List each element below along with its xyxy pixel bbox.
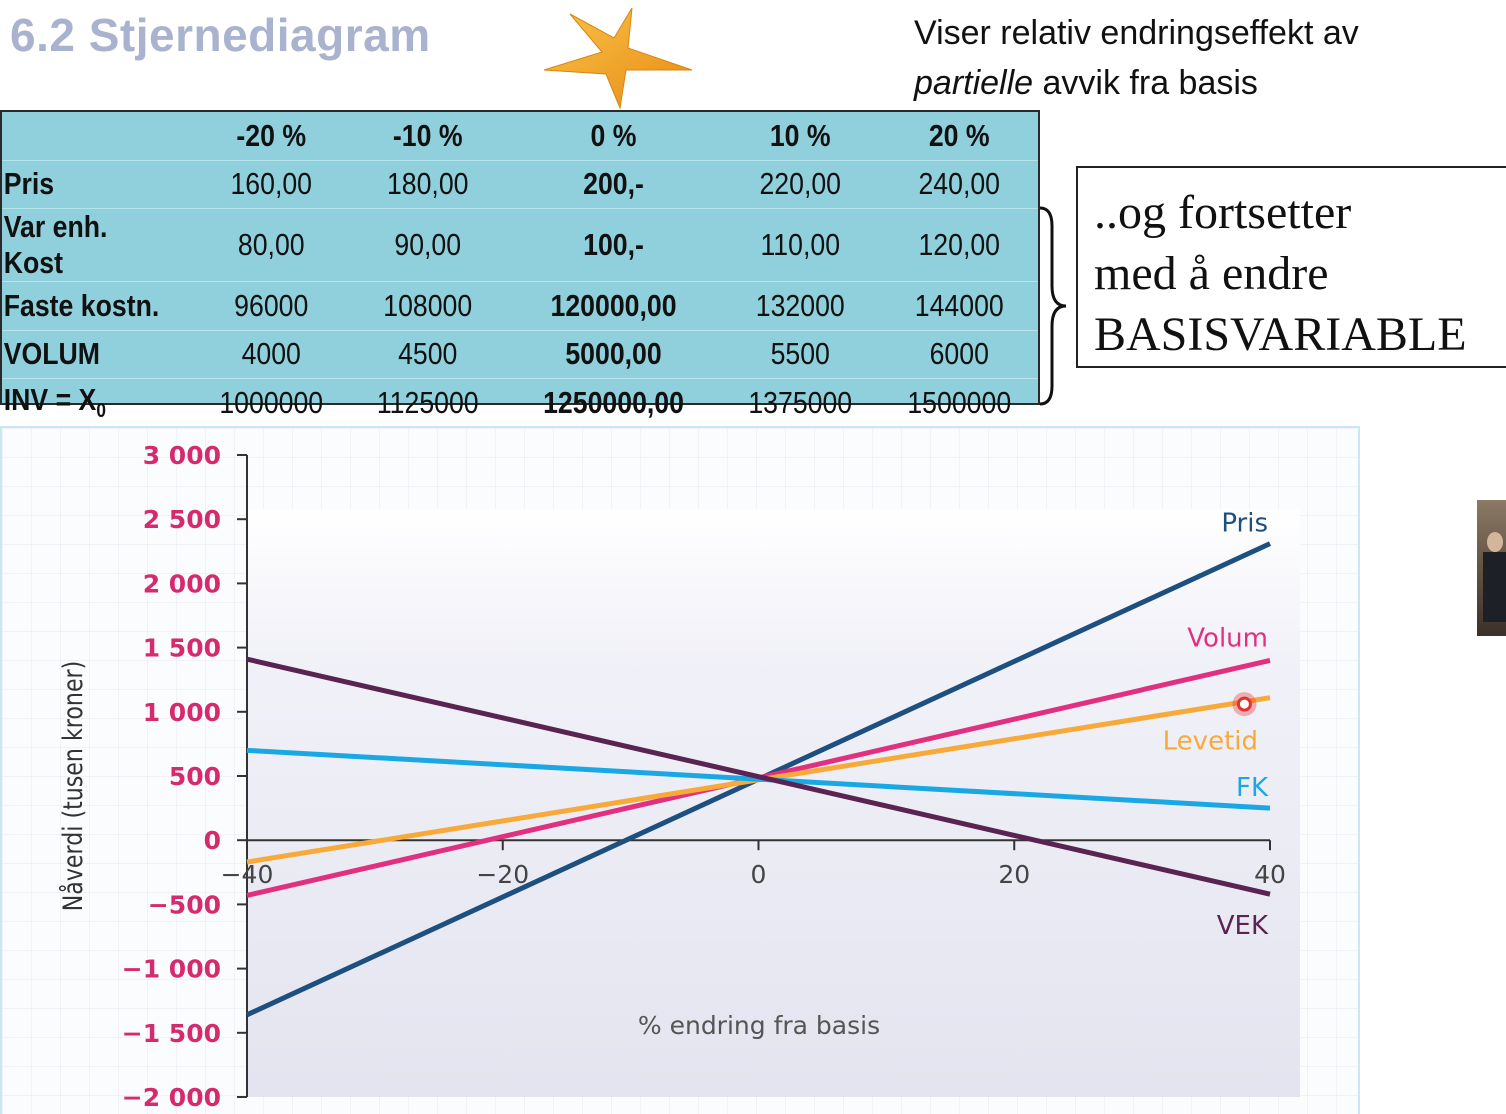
table-cell: 220,00 xyxy=(732,160,869,209)
note-line1: ..og fortsetter xyxy=(1094,186,1352,239)
series-line-fk xyxy=(246,747,1271,811)
presenter-video-thumbnail xyxy=(1477,500,1506,636)
y-tick-label: −2 000 xyxy=(122,1083,221,1112)
table-cell: 6000 xyxy=(890,330,1027,379)
row-label-text: Pris xyxy=(3,166,55,202)
column-header: -10 % xyxy=(361,112,496,161)
table-cell: 144000 xyxy=(890,281,1027,331)
table-cell: 96000 xyxy=(203,281,340,331)
row-label-text: INV = X xyxy=(3,382,97,418)
row-label-text: Var enh. Kost xyxy=(3,209,108,280)
y-tick-label: 2 000 xyxy=(143,569,221,598)
y-axis-label: Nåverdi (tusen kroner) xyxy=(57,661,89,912)
series-label-pris: Pris xyxy=(1221,509,1268,539)
subtitle-line1: Viser relativ endringseffekt av xyxy=(914,14,1359,52)
table-cell: 1500000 xyxy=(890,378,1027,428)
table-cell: 5000,00 xyxy=(521,330,706,379)
x-tick-label: −40 xyxy=(221,860,274,889)
table-cell: 80,00 xyxy=(203,208,340,282)
table-row: Var enh. Kost 80,00 90,00 100,- 110,00 120,00 xyxy=(2,208,1038,282)
table-cell: 120,00 xyxy=(890,208,1027,282)
sensitivity-table: -20 % -10 % 0 % 10 % 20 % Pris 160,00 180,00 200… xyxy=(0,110,1040,428)
table-cell: 120000,00 xyxy=(521,281,706,331)
pointer-marker xyxy=(1236,696,1252,712)
table-row: Faste kostn. 96000 108000 120000,00 132000 14… xyxy=(2,281,1038,331)
x-tick-label: 0 xyxy=(751,860,767,889)
y-tick-label: 3 000 xyxy=(143,441,221,470)
chart-panel: 3 000 2 500 2 000 1 500 1 000 500 0 −500 −1 000 −… xyxy=(0,426,1360,1114)
row-label-text: VOLUM xyxy=(3,336,100,372)
x-tick-label: −20 xyxy=(476,860,529,889)
subtitle-italic: partielle xyxy=(914,64,1034,102)
table-cell: 180,00 xyxy=(361,160,496,209)
y-tick-label: 500 xyxy=(169,762,221,791)
series-line-vek xyxy=(246,656,1271,897)
row-label: Var enh. Kost xyxy=(2,208,166,282)
table-cell: 90,00 xyxy=(361,208,496,282)
y-tick-label: 2 500 xyxy=(143,505,221,534)
series-label-levetid: Levetid xyxy=(1163,727,1258,757)
y-tick-label: 1 000 xyxy=(143,698,221,727)
table-row: INV = X0 1000000 1125000 1250000,00 1375000 1… xyxy=(2,378,1038,428)
curly-brace xyxy=(1039,206,1067,406)
plot-area xyxy=(247,509,1300,1097)
row-label-subscript: 0 xyxy=(96,400,106,423)
table-cell: 160,00 xyxy=(203,160,340,209)
note-box: ..og fortsetter med å endre BASISVARIABL… xyxy=(1076,166,1506,368)
table-row: Pris 160,00 180,00 200,- 220,00 240,00 xyxy=(2,160,1038,209)
table-cell: 4500 xyxy=(361,330,496,379)
table-row: VOLUM 4000 4500 5000,00 5500 6000 xyxy=(2,330,1038,379)
note-line3: BASISVARIABLE xyxy=(1094,308,1467,361)
data-table: -20 % -10 % 0 % 10 % 20 % Pris 160,00 180,00 200… xyxy=(2,112,1038,428)
table-header-row: -20 % -10 % 0 % 10 % 20 % xyxy=(2,112,1038,161)
row-label: INV = X0 xyxy=(2,378,166,428)
row-label: VOLUM xyxy=(2,330,166,379)
column-header: 20 % xyxy=(890,112,1027,161)
x-tick-label: 40 xyxy=(1254,860,1286,889)
row-label-text: Faste kostn. xyxy=(3,287,160,323)
table-cell: 1250000,00 xyxy=(521,378,706,428)
y-tick-label: −500 xyxy=(148,890,221,919)
star-icon xyxy=(543,7,693,110)
x-axis-label: % endring fra basis xyxy=(638,1011,880,1040)
star-chart: 3 000 2 500 2 000 1 500 1 000 500 0 −500 −1 000 −… xyxy=(2,428,1358,1114)
y-tick-label: −1 000 xyxy=(122,955,221,984)
column-header: -20 % xyxy=(203,112,340,161)
row-label: Faste kostn. xyxy=(2,281,166,331)
table-cell: 4000 xyxy=(203,330,340,379)
column-header: 10 % xyxy=(732,112,869,161)
table-cell: 110,00 xyxy=(732,208,869,282)
table-cell: 1125000 xyxy=(361,378,496,428)
table-cell: 1000000 xyxy=(203,378,340,428)
table-cell: 240,00 xyxy=(890,160,1027,209)
subtitle: Viser relativ endringseffekt av partiell… xyxy=(914,8,1359,108)
subtitle-rest: avvik fra basis xyxy=(1033,64,1258,102)
table-cell: 5500 xyxy=(732,330,869,379)
subtitle-line2: partielle avvik fra basis xyxy=(914,58,1359,108)
table-cell: 200,- xyxy=(521,160,706,209)
y-tick-label: 0 xyxy=(204,826,221,855)
column-header: 0 % xyxy=(521,112,706,161)
note-line2: med å endre xyxy=(1094,247,1329,300)
series-label-fk: FK xyxy=(1236,773,1269,803)
x-tick-label: 20 xyxy=(998,860,1030,889)
y-tick-label: −1 500 xyxy=(122,1019,221,1048)
series-label-volum: Volum xyxy=(1187,623,1268,653)
table-cell: 132000 xyxy=(732,281,869,331)
table-cell: 100,- xyxy=(521,208,706,282)
series-label-vek: VEK xyxy=(1217,911,1269,941)
page-title: 6.2 Stjernediagram xyxy=(10,9,431,61)
table-cell: 1375000 xyxy=(732,378,869,428)
table-cell: 108000 xyxy=(361,281,496,331)
column-header xyxy=(15,112,179,161)
row-label: Pris xyxy=(2,160,166,209)
y-tick-label: 1 500 xyxy=(143,634,221,663)
